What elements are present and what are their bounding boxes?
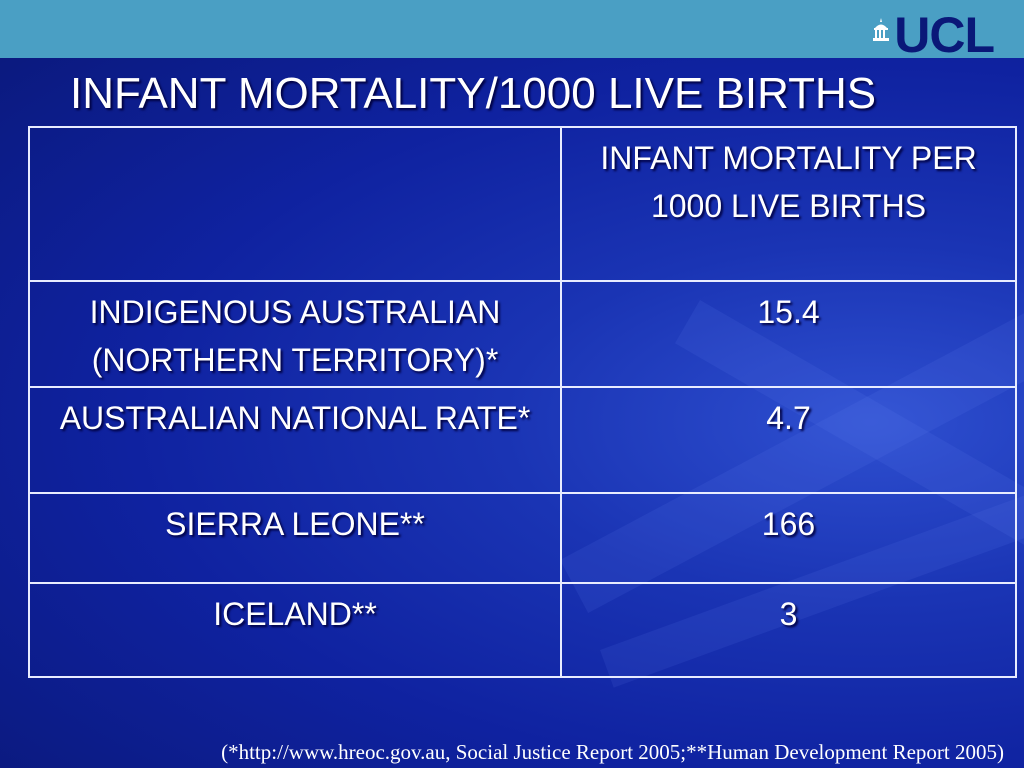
slide-title: INFANT MORTALITY/1000 LIVE BIRTHS <box>70 69 877 118</box>
mortality-table: INFANT MORTALITY PER 1000 LIVE BIRTHS IN… <box>28 126 1017 678</box>
row-label: ICELAND** <box>28 582 562 678</box>
table-row: SIERRA LEONE** 166 <box>28 492 1017 584</box>
table-header-row: INFANT MORTALITY PER 1000 LIVE BIRTHS <box>28 126 1017 282</box>
table-header-cell: INFANT MORTALITY PER 1000 LIVE BIRTHS <box>560 126 1017 282</box>
table-row: AUSTRALIAN NATIONAL RATE* 4.7 <box>28 386 1017 494</box>
row-label: INDIGENOUS AUSTRALIAN (NORTHERN TERRITOR… <box>28 280 562 388</box>
logo-text: UCL <box>894 7 995 63</box>
table-row: ICELAND** 3 <box>28 582 1017 678</box>
table-row: INDIGENOUS AUSTRALIAN (NORTHERN TERRITOR… <box>28 280 1017 388</box>
row-value: 3 <box>560 582 1017 678</box>
portico-icon <box>873 18 890 41</box>
ucl-logo: UCL <box>872 7 995 63</box>
source-footnote: (*http://www.hreoc.gov.au, Social Justic… <box>221 740 1004 764</box>
row-value: 4.7 <box>560 386 1017 494</box>
row-value: 15.4 <box>560 280 1017 388</box>
row-label: SIERRA LEONE** <box>28 492 562 584</box>
row-label: AUSTRALIAN NATIONAL RATE* <box>28 386 562 494</box>
header-bar <box>0 0 1024 58</box>
row-value: 166 <box>560 492 1017 584</box>
table-header-cell-empty <box>28 126 562 282</box>
